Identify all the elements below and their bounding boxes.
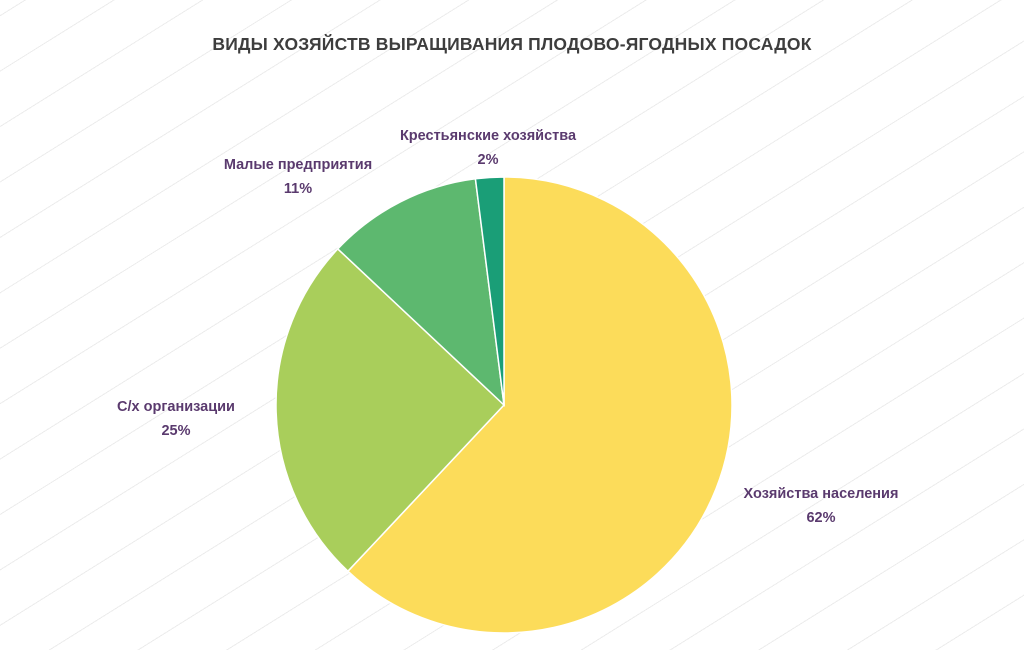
slice-label: Крестьянские хозяйства (400, 128, 577, 144)
slice-label: Малые предприятия (224, 157, 372, 173)
slice-value-label: 25% (161, 423, 190, 439)
slice-value-label: 62% (806, 510, 835, 526)
pie-slice (336, 177, 506, 407)
pie-slice (474, 176, 505, 406)
slice-label: С/х организации (117, 399, 235, 415)
pie-slice (275, 247, 506, 573)
pie-slice (346, 176, 733, 634)
slice-value-label: 2% (478, 152, 499, 168)
slice-value-label: 11% (284, 181, 312, 197)
chart-title: ВИДЫ ХОЗЯЙСТВ ВЫРАЩИВАНИЯ ПЛОДОВО-ЯГОДНЫ… (212, 34, 812, 54)
slice-label: Хозяйства населения (744, 486, 899, 502)
